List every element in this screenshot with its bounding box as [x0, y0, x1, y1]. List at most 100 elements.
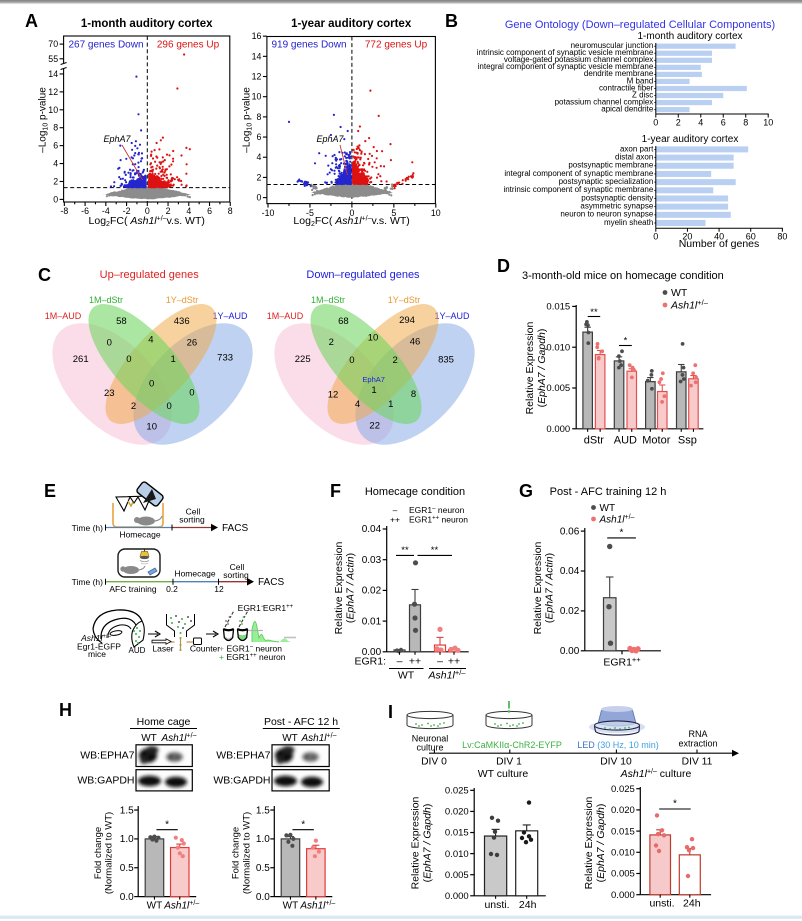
svg-text:*: * — [165, 820, 169, 831]
svg-text:M band: M band — [627, 76, 654, 85]
svg-text:-2: -2 — [123, 206, 131, 216]
svg-text:DIV 1: DIV 1 — [496, 757, 522, 768]
svg-text:D: D — [497, 256, 510, 276]
svg-text:Up–regulated genes: Up–regulated genes — [100, 269, 200, 281]
svg-text:0: 0 — [126, 354, 131, 365]
svg-text:0.015: 0.015 — [611, 826, 635, 837]
svg-text:asymmetric synapse: asymmetric synapse — [580, 202, 653, 211]
svg-text:6: 6 — [207, 206, 212, 216]
svg-text:4: 4 — [148, 334, 153, 345]
svg-text:Log2FC( Ash1l+/–v.s. WT): Log2FC( Ash1l+/–v.s. WT) — [293, 215, 409, 228]
svg-text:4: 4 — [355, 399, 360, 410]
svg-text:voltage-gated potassium channe: voltage-gated potassium channel complex — [504, 55, 653, 64]
svg-text:**: ** — [401, 545, 409, 556]
svg-text:potassium channel complex: potassium channel complex — [555, 97, 654, 106]
svg-text:2: 2 — [329, 337, 334, 348]
svg-text:Post - AFC training 12 h: Post - AFC training 12 h — [550, 486, 667, 498]
svg-text:*: * — [620, 528, 624, 539]
svg-text:14: 14 — [252, 51, 262, 61]
svg-text:0.2: 0.2 — [166, 584, 178, 594]
svg-text:0.005: 0.005 — [445, 870, 469, 881]
svg-text:24h: 24h — [683, 898, 701, 910]
svg-text:WT: WT — [671, 287, 688, 299]
svg-text:0.01: 0.01 — [362, 616, 382, 627]
svg-text:4: 4 — [53, 159, 58, 169]
svg-text:WT: WT — [147, 901, 163, 912]
svg-text:EGR1− neuron: EGR1− neuron — [227, 644, 283, 654]
svg-text:integral component of synaptic: integral component of synaptic membrane — [504, 169, 654, 178]
svg-text:5: 5 — [391, 208, 396, 218]
svg-text:58: 58 — [116, 316, 127, 327]
svg-text:Ssp: Ssp — [678, 435, 697, 447]
svg-text:neuron to neuron synapse: neuron to neuron synapse — [560, 210, 654, 219]
svg-text:WT: WT — [398, 670, 415, 682]
svg-text:Ash1l+/–: Ash1l+/– — [670, 298, 709, 312]
svg-text:0.015: 0.015 — [546, 302, 570, 313]
svg-text:Ash1l+/–: Ash1l+/– — [163, 900, 199, 912]
svg-text:EphA7: EphA7 — [362, 375, 385, 384]
svg-text:DIV 0: DIV 0 — [421, 757, 447, 768]
svg-text:0: 0 — [349, 355, 354, 366]
svg-text:EGR1++: EGR1++ — [263, 603, 294, 613]
svg-text:distal axon: distal axon — [615, 152, 653, 161]
svg-text:772 genes Up: 772 genes Up — [365, 40, 428, 51]
svg-text:RNA: RNA — [688, 729, 707, 739]
svg-text:Fold change: Fold change — [231, 827, 242, 879]
svg-text:(Normalized to WT): (Normalized to WT) — [104, 812, 115, 894]
svg-text:0.020: 0.020 — [445, 807, 469, 818]
svg-text:Motor: Motor — [642, 435, 670, 447]
svg-text:WB:EPHA7: WB:EPHA7 — [216, 750, 270, 762]
svg-text:–: – — [397, 656, 403, 668]
svg-text:0: 0 — [53, 194, 58, 204]
svg-text:225: 225 — [295, 354, 311, 365]
svg-text:dStr: dStr — [584, 435, 605, 447]
svg-text:LED (30 Hz, 10 min): LED (30 Hz, 10 min) — [577, 740, 659, 750]
svg-text:–: – — [393, 505, 398, 515]
svg-text:Ash1l+/–: Ash1l+/– — [80, 633, 111, 643]
svg-text:6: 6 — [256, 132, 261, 142]
svg-text:2: 2 — [53, 176, 58, 186]
svg-text:WT: WT — [600, 503, 616, 514]
svg-text:intrinsic component of synapti: intrinsic component of synaptic membrane — [503, 185, 653, 194]
svg-text:E: E — [44, 481, 56, 501]
svg-text:WT: WT — [283, 901, 299, 912]
svg-text:0.5: 0.5 — [256, 863, 270, 874]
svg-text:8: 8 — [411, 389, 416, 400]
svg-text:1-year auditory cortex: 1-year auditory cortex — [642, 134, 739, 145]
svg-text:23: 23 — [104, 388, 115, 399]
svg-text:919 genes Down: 919 genes Down — [271, 40, 346, 51]
svg-text:26: 26 — [187, 338, 198, 349]
svg-text:12: 12 — [252, 72, 262, 82]
svg-text:0.0: 0.0 — [256, 892, 270, 903]
svg-text:unsti.: unsti. — [484, 899, 509, 911]
svg-text:835: 835 — [438, 355, 454, 366]
svg-text:0.020: 0.020 — [611, 805, 635, 816]
svg-text:intrinsic component of synapti: intrinsic component of synaptic vesicle … — [477, 48, 654, 57]
svg-text:Counter: Counter — [190, 644, 220, 654]
svg-text:Home cage: Home cage — [137, 716, 191, 728]
svg-text:AUD: AUD — [614, 435, 637, 447]
svg-text:sorting: sorting — [179, 515, 205, 525]
svg-text:–: – — [437, 656, 443, 668]
svg-text:10: 10 — [146, 422, 157, 433]
svg-text:Neuronal: Neuronal — [412, 734, 449, 744]
svg-text:0.025: 0.025 — [611, 784, 635, 795]
svg-text:8: 8 — [743, 118, 748, 128]
svg-text:+: + — [219, 644, 224, 654]
svg-text:0: 0 — [256, 193, 261, 203]
svg-text:8: 8 — [53, 123, 58, 133]
svg-text:0.005: 0.005 — [611, 869, 635, 880]
svg-text:Relative Expression: Relative Expression — [524, 321, 536, 414]
svg-text:12: 12 — [214, 584, 224, 594]
svg-text:Relative Expression: Relative Expression — [583, 796, 595, 889]
svg-text:8: 8 — [228, 206, 233, 216]
svg-text:AUD: AUD — [129, 646, 146, 655]
svg-text:Homecage: Homecage — [174, 569, 215, 579]
svg-text:-5: -5 — [306, 208, 314, 218]
svg-text:(EphA7 / Gapdh): (EphA7 / Gapdh) — [422, 804, 434, 883]
svg-text:Laser: Laser — [152, 644, 173, 654]
svg-text:0.02: 0.02 — [560, 606, 580, 617]
svg-text:0.010: 0.010 — [611, 848, 635, 859]
svg-text:Z disc: Z disc — [632, 90, 653, 99]
svg-text:WB:GAPDH: WB:GAPDH — [77, 775, 134, 787]
